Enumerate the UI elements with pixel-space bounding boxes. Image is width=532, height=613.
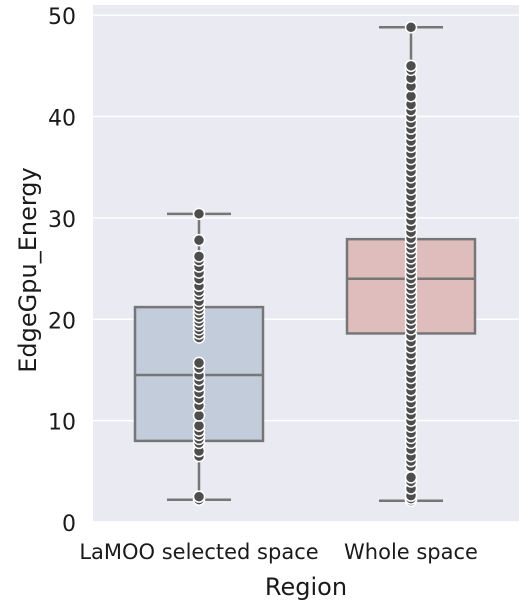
data-point <box>192 356 206 370</box>
points-1 <box>192 207 206 506</box>
data-point <box>192 207 206 221</box>
data-point <box>192 490 206 503</box>
y-tick-label: 0 <box>62 512 76 537</box>
data-point <box>404 59 418 73</box>
y-tick-label: 40 <box>48 107 76 132</box>
y-tick-labels: 0 10 20 30 40 50 <box>48 5 76 537</box>
x-tick-label: LaMOO selected space <box>79 540 318 564</box>
data-point <box>192 409 206 422</box>
data-point <box>192 419 206 432</box>
points-2 <box>404 21 418 507</box>
data-point <box>192 250 206 263</box>
y-tick-label: 30 <box>48 208 76 233</box>
y-tick-label: 10 <box>48 411 76 436</box>
y-axis-label: EdgeGpu_Energy <box>14 167 42 372</box>
x-axis-label: Region <box>265 573 347 601</box>
y-tick-label: 50 <box>48 5 76 30</box>
data-point <box>404 89 418 103</box>
data-point <box>404 471 418 484</box>
y-tick-label: 20 <box>48 309 76 334</box>
x-tick-labels: LaMOO selected space Whole space <box>79 540 478 564</box>
points-layer <box>192 21 418 507</box>
x-tick-label: Whole space <box>344 540 478 564</box>
data-point <box>404 21 418 34</box>
data-point <box>192 233 206 247</box>
